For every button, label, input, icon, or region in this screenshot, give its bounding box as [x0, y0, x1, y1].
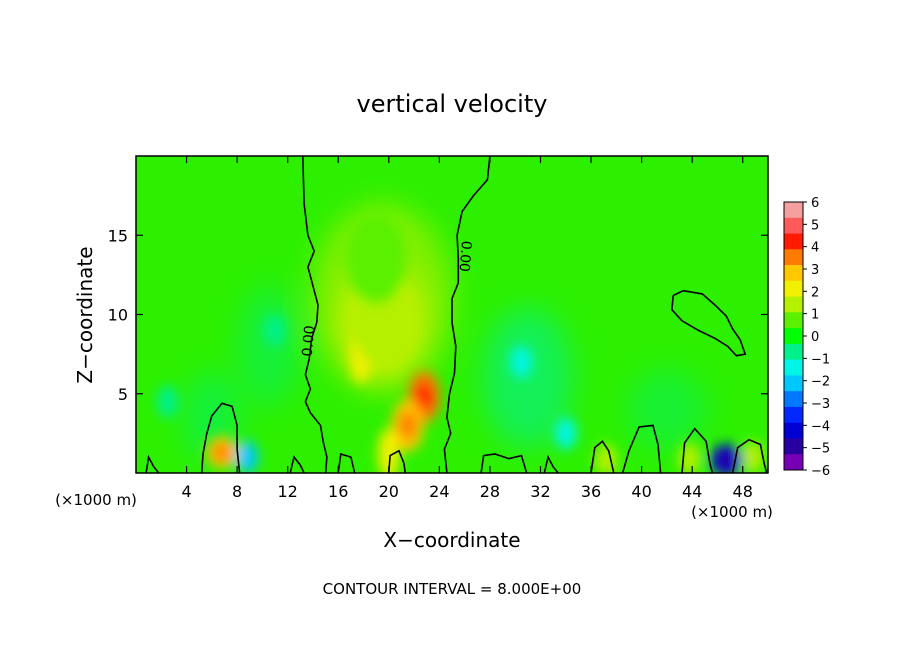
downdraft: [156, 385, 179, 418]
colorbar-swatch: [784, 391, 803, 408]
plot-area: 0.00 0.00: [135, 155, 769, 474]
colorbar-label: 5: [811, 218, 819, 233]
colorbar-label: 4: [811, 241, 819, 256]
downdraft: [510, 346, 533, 379]
contour-label: 0.00: [455, 240, 474, 272]
colorbar-label: 3: [811, 263, 819, 278]
zero-contour-line: [289, 455, 305, 473]
zero-contour-line: [543, 454, 559, 473]
x-tick-label: 8: [232, 482, 242, 501]
x-tick-label: 36: [581, 482, 601, 501]
downdraft: [554, 417, 577, 450]
downdraft: [264, 314, 287, 347]
colorbar-swatch: [784, 375, 803, 392]
contour-interval-note: CONTOUR INTERVAL = 8.000E+00: [323, 580, 582, 598]
colorbar-swatch: [784, 265, 803, 282]
zero-contour-line: [337, 452, 356, 473]
x-tick-label: 28: [480, 482, 500, 501]
updraft-core-peak: [398, 411, 417, 440]
colorbar-swatch: [784, 328, 803, 345]
x-tick-label: 40: [631, 482, 651, 501]
colorbar-swatch: [784, 438, 803, 455]
colorbar-label: 2: [811, 285, 819, 300]
colorbar-swatch: [784, 217, 803, 234]
updraft-core-peak: [415, 382, 433, 412]
zero-contours: [145, 156, 768, 473]
x-unit-left: (×1000 m): [55, 491, 137, 509]
downdraft-region: [626, 369, 707, 450]
y-tick-label: 15: [108, 226, 128, 245]
colorbar-label: 0: [811, 330, 819, 345]
surface-cell-peak: [213, 443, 231, 462]
x-tick-label: 24: [429, 482, 449, 501]
x-tick-label: 20: [379, 482, 399, 501]
colorbar-swatch: [784, 296, 803, 313]
updraft-core: [377, 427, 400, 473]
y-tick-label: 10: [108, 306, 128, 325]
downdraft-region: [238, 286, 299, 407]
colorbar-swatch: [784, 249, 803, 266]
colorbar-label: 6: [811, 196, 819, 211]
downdraft-region: [482, 307, 573, 448]
colorbar-label: −1: [811, 352, 830, 367]
x-axis-label: X−coordinate: [383, 528, 520, 552]
colorbar-label: −5: [811, 442, 830, 457]
colorbar-label: −6: [811, 464, 830, 479]
x-tick-label: 4: [181, 482, 191, 501]
x-tick-label: 48: [733, 482, 753, 501]
zero-contour-line: [388, 449, 406, 473]
downdraft-peak: [717, 451, 736, 470]
colorbar-swatch: [784, 343, 803, 361]
zero-contour-line: [671, 289, 747, 357]
colorbar-swatch: [784, 422, 803, 439]
zero-contour-line: [731, 438, 768, 473]
surface-cell: [741, 441, 764, 473]
colorbar-label: −3: [811, 397, 830, 412]
zero-contour-line: [590, 440, 615, 473]
field-layer: 0.00 0.00: [136, 156, 768, 473]
colorbar-swatch: [784, 233, 803, 250]
zero-contour-line: [200, 402, 241, 473]
colorbar-label: −4: [811, 419, 830, 434]
x-tick-label: 32: [530, 482, 550, 501]
x-tick-label: 44: [682, 482, 702, 501]
colorbar-swatch: [784, 454, 803, 471]
zero-contour-line: [681, 427, 714, 473]
chart-title: vertical velocity: [357, 90, 548, 118]
zero-contour-line: [480, 453, 528, 473]
x-unit-right: (×1000 m): [691, 503, 773, 521]
updraft-plume: [346, 214, 407, 305]
colorbar-swatch: [784, 280, 803, 297]
contour-label: 0.00: [300, 325, 319, 357]
zero-contour-line: [302, 156, 328, 473]
colorbar-legend: 6 5 4 3 2 1 0 −1 −2 −3 −4 −5 −6: [783, 196, 830, 479]
colorbar-swatch: [784, 202, 803, 219]
zero-contour-line: [621, 424, 662, 473]
zero-contour-line: [443, 156, 491, 473]
colorbar-label: −2: [811, 375, 830, 390]
colorbar-label: 1: [811, 308, 819, 323]
colorbar-swatch: [784, 312, 803, 329]
y-tick-label: 5: [118, 385, 128, 404]
x-tick-label: 16: [328, 482, 348, 501]
colorbar-swatch: [784, 359, 803, 376]
colorbar-swatch: [784, 406, 803, 424]
downdraft: [236, 441, 259, 473]
y-axis-label: Z−coordinate: [73, 246, 97, 383]
x-tick-label: 12: [278, 482, 298, 501]
field-cells: [156, 214, 764, 473]
zero-contour-line: [145, 454, 160, 473]
